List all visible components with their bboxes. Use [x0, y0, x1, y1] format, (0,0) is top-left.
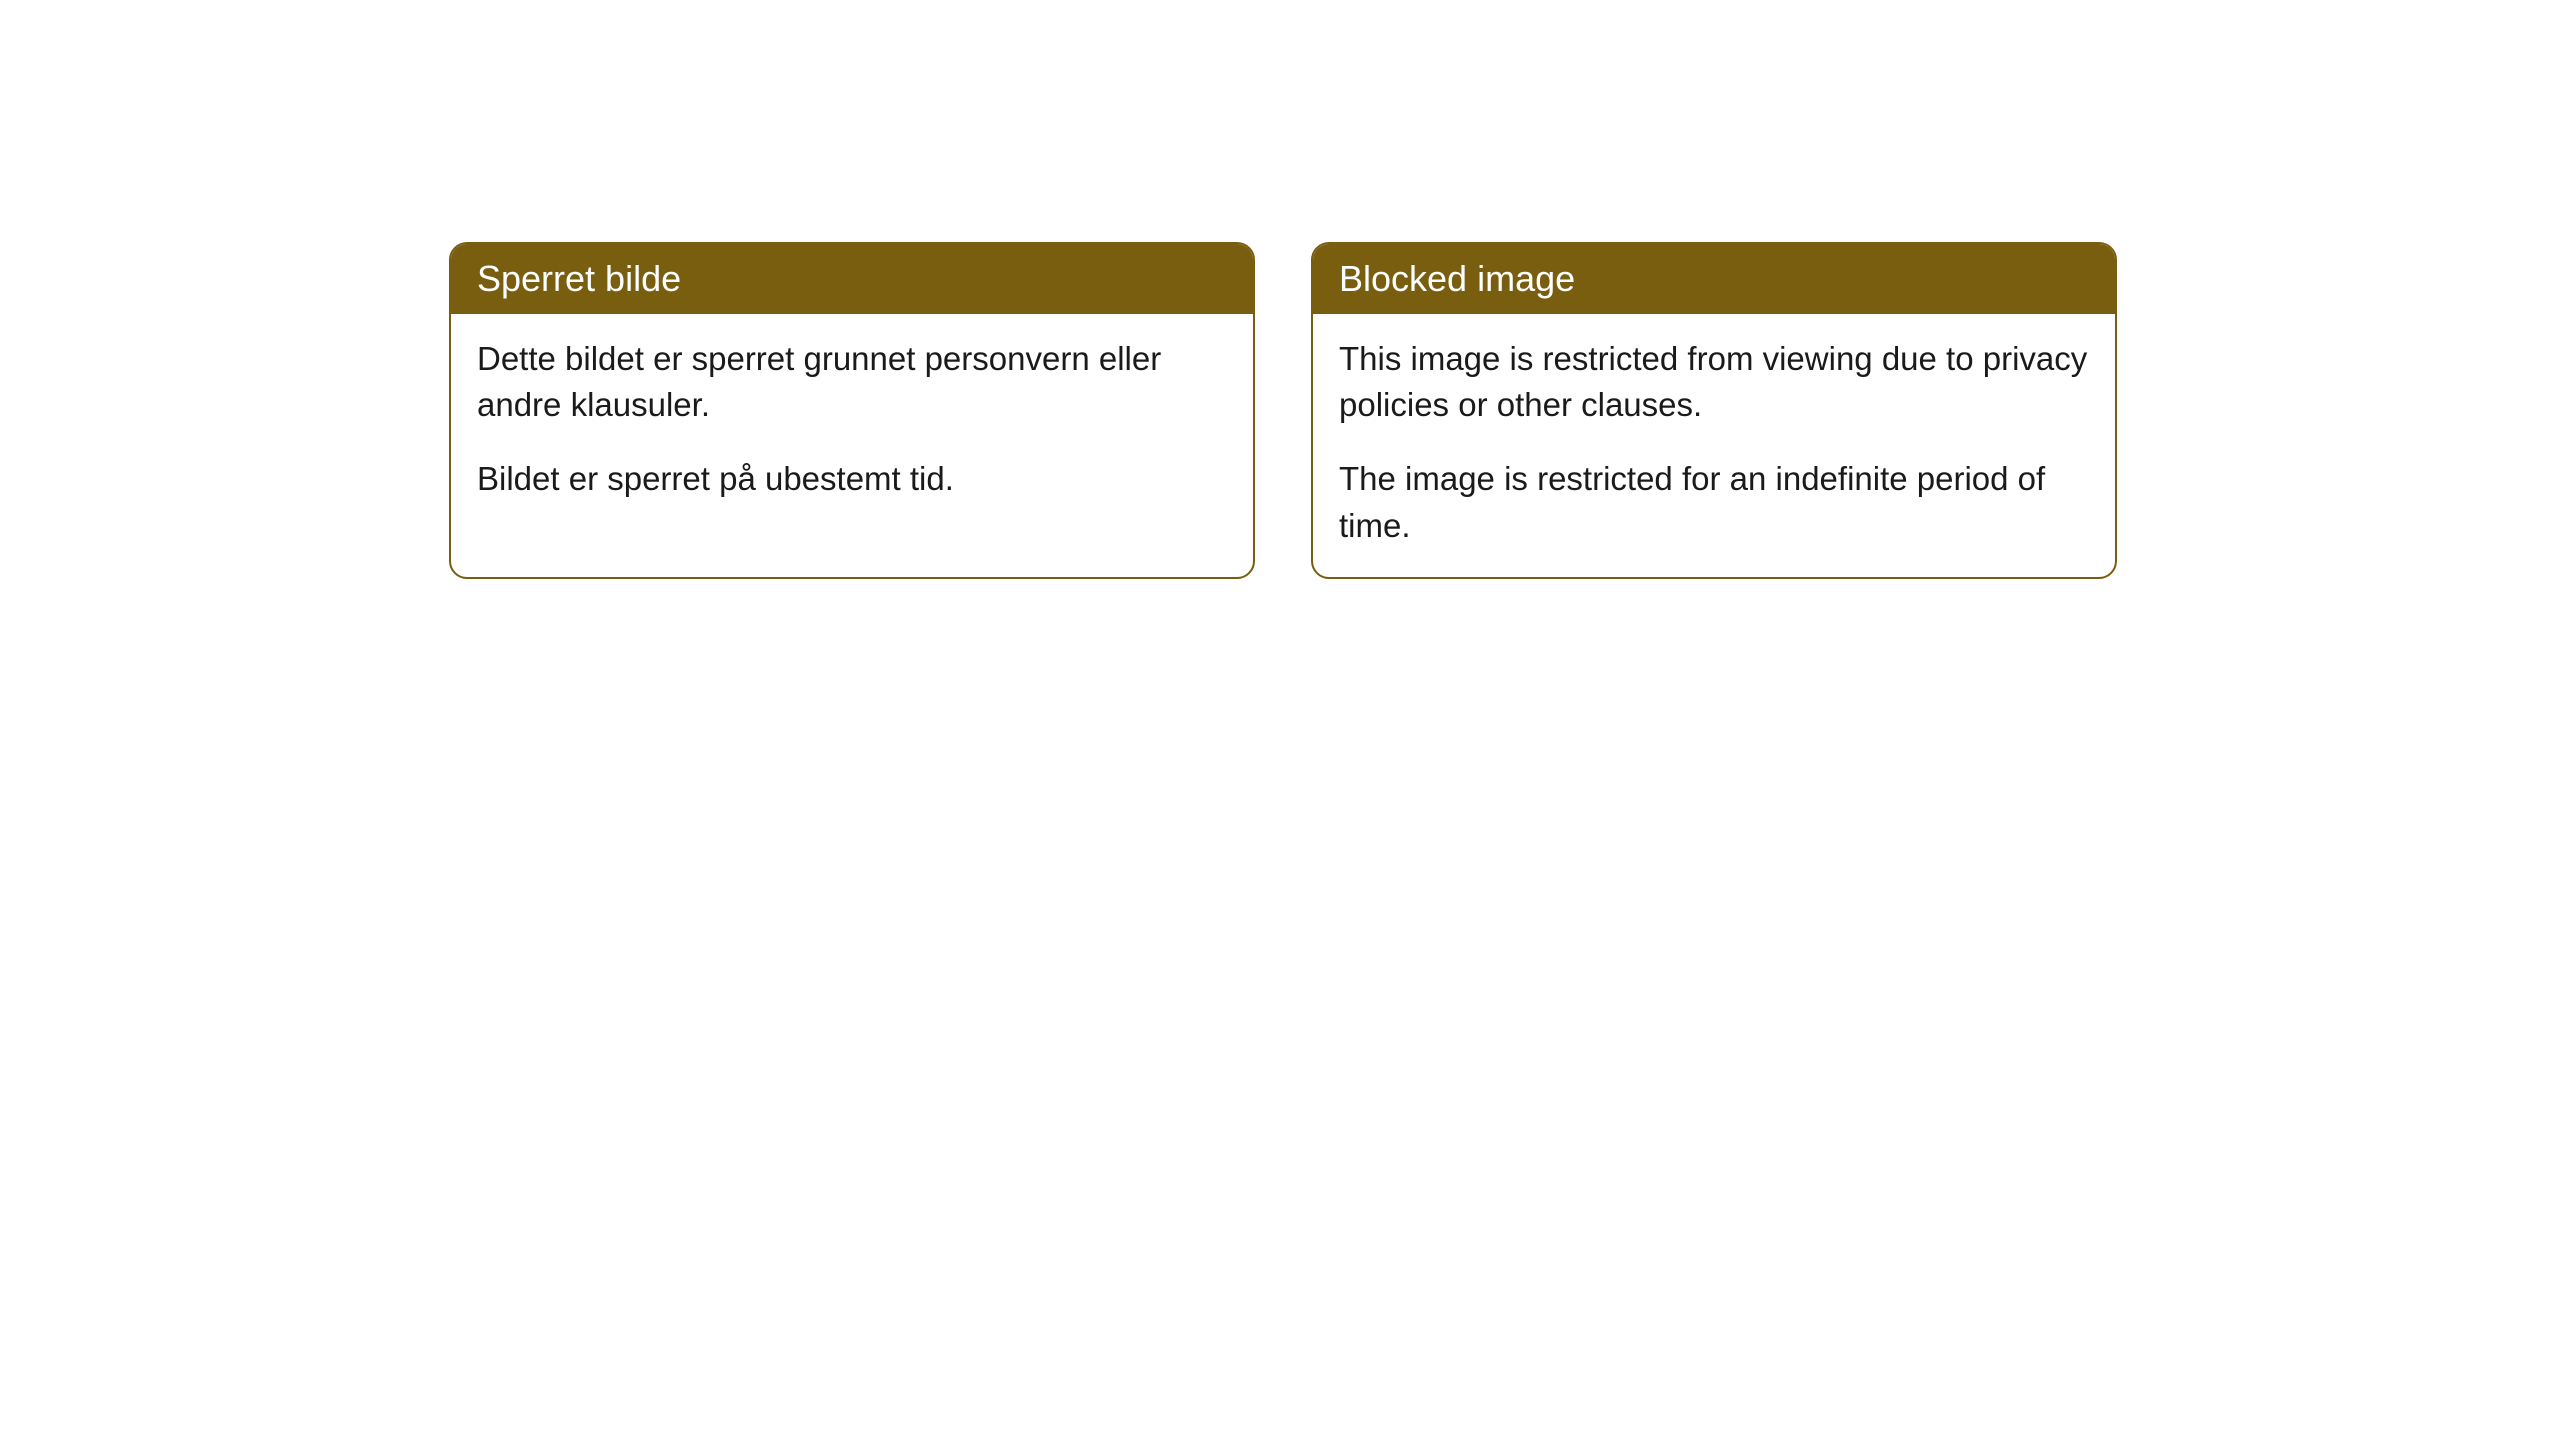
card-body-en: This image is restricted from viewing du…: [1313, 314, 2115, 577]
card-paragraph-no-1: Dette bildet er sperret grunnet personve…: [477, 336, 1227, 428]
notice-cards-container: Sperret bilde Dette bildet er sperret gr…: [449, 242, 2117, 579]
card-header-en: Blocked image: [1313, 244, 2115, 314]
blocked-image-card-en: Blocked image This image is restricted f…: [1311, 242, 2117, 579]
card-paragraph-en-2: The image is restricted for an indefinit…: [1339, 456, 2089, 548]
card-paragraph-en-1: This image is restricted from viewing du…: [1339, 336, 2089, 428]
blocked-image-card-no: Sperret bilde Dette bildet er sperret gr…: [449, 242, 1255, 579]
card-paragraph-no-2: Bildet er sperret på ubestemt tid.: [477, 456, 1227, 502]
card-header-no: Sperret bilde: [451, 244, 1253, 314]
card-body-no: Dette bildet er sperret grunnet personve…: [451, 314, 1253, 531]
